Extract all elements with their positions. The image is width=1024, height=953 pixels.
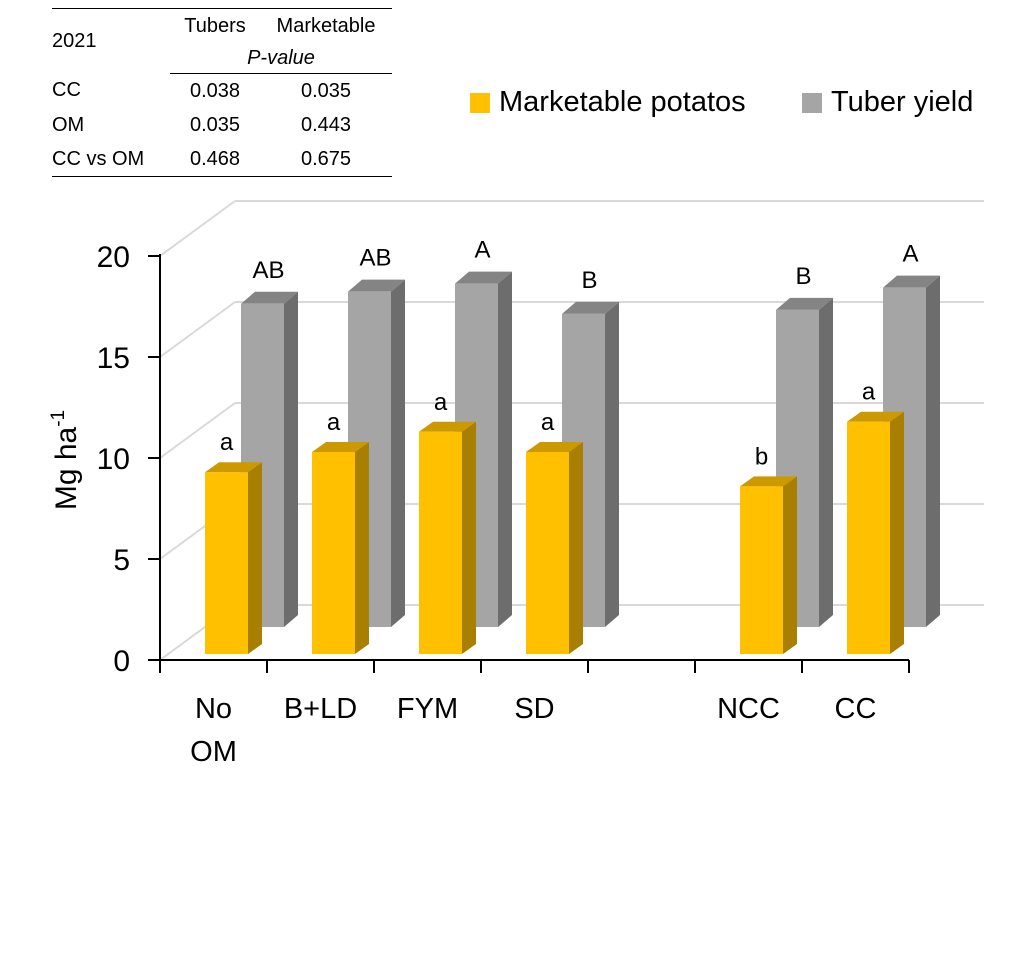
y-axis-title: Mg ha-1 (48, 410, 83, 510)
gridline-depth (159, 402, 236, 459)
data-label-tuber-yield: AB (359, 245, 391, 272)
data-label-tuber-yield: AB (252, 257, 284, 284)
y-tick-label: 10 (97, 443, 130, 476)
bar-tuber-yield-side (605, 301, 619, 627)
data-label-tuber-yield: B (795, 263, 811, 290)
bar-marketable-side (248, 462, 262, 654)
bar-tuber-yield-side (819, 297, 833, 627)
bar-marketable-side (783, 476, 797, 654)
y-tick-label: 5 (113, 544, 130, 577)
bar-tuber-yield-top (776, 297, 833, 310)
table-row: OM 0.035 0.443 (52, 108, 392, 142)
row-marketable-value: 0.035 (300, 79, 352, 102)
row-marketable-value: 0.443 (300, 113, 352, 136)
x-tick-label: SD (514, 693, 554, 725)
bar-marketable (205, 472, 248, 654)
legend-item-tuber-yield: Tuber yield (802, 86, 973, 119)
row-label: CC vs OM (52, 142, 170, 177)
row-tubers-value: 0.038 (189, 79, 241, 102)
bar-marketable-side (355, 442, 369, 654)
legend-label-tuber-yield: Tuber yield (831, 86, 974, 118)
gridline-depth (159, 200, 236, 257)
x-tick-label: CC (835, 693, 877, 725)
bar-marketable-top (847, 411, 904, 422)
row-label: OM (52, 113, 85, 136)
bar-tuber-yield-side (926, 275, 940, 627)
bar-tuber-yield-top (241, 291, 298, 304)
legend-swatch-tuber-yield (802, 92, 822, 113)
data-label-marketable: a (862, 379, 876, 406)
legend-item-marketable: Marketable potatos (470, 86, 746, 119)
bar-tuber-yield-side (284, 291, 298, 627)
x-tick-label: FYM (397, 693, 458, 725)
y-tick-label: 0 (113, 645, 130, 678)
legend-label-marketable: Marketable potatos (499, 86, 746, 118)
bar-marketable-top (419, 421, 476, 432)
bar-marketable (740, 486, 783, 654)
data-label-marketable: b (755, 443, 768, 470)
bar-marketable-side (569, 442, 583, 654)
bar-tuber-yield-side (391, 279, 405, 627)
data-label-marketable: a (220, 429, 234, 456)
x-tick-label: NCC (717, 693, 780, 725)
bar-tuber-yield-side (498, 271, 512, 627)
bar-marketable-top (312, 442, 369, 452)
data-label-tuber-yield: B (581, 267, 597, 294)
data-label-tuber-yield: A (902, 241, 918, 268)
bar-marketable (419, 431, 462, 654)
bar-marketable (526, 452, 569, 654)
bar-marketable-side (462, 421, 476, 654)
table-header-marketable: Marketable (260, 8, 392, 43)
row-tubers-value: 0.035 (189, 113, 241, 136)
x-tick-label: OM (190, 736, 237, 768)
table-row: CC vs OM 0.468 0.675 (52, 142, 392, 177)
y-tick-label: 20 (97, 241, 130, 274)
x-tick-label: No (195, 693, 232, 725)
data-label-marketable: a (327, 409, 341, 436)
x-tick-label: B+LD (284, 693, 357, 725)
p-value-table: 2021 Tubers Marketable P-value CC 0.038 … (52, 8, 392, 177)
bar-marketable (847, 421, 890, 654)
bar-marketable-top (526, 442, 583, 452)
data-label-marketable: a (434, 389, 448, 416)
table-subheader: P-value (170, 43, 392, 74)
bar-tuber-yield-top (883, 275, 940, 288)
bar-tuber-yield-top (455, 271, 512, 284)
data-label-marketable: a (541, 409, 555, 436)
legend-swatch-marketable (470, 92, 490, 113)
bar-marketable (312, 452, 355, 654)
gridline-depth (159, 301, 236, 358)
row-label: CC (52, 79, 81, 102)
y-axis-title-superscript: -1 (48, 410, 69, 427)
y-axis-title-text: Mg ha (50, 426, 83, 510)
bar-marketable-side (890, 411, 904, 654)
table-header-tubers: Tubers (170, 8, 260, 43)
bar-marketable-top (205, 462, 262, 473)
data-label-tuber-yield: A (474, 237, 490, 264)
y-tick-label: 15 (97, 342, 130, 375)
row-tubers-value: 0.468 (170, 142, 260, 177)
table-year: 2021 (52, 8, 170, 74)
table-row: CC 0.038 0.035 (52, 74, 392, 109)
bar-tuber-yield-top (562, 301, 619, 314)
bar-tuber-yield-top (348, 279, 405, 292)
row-marketable-value: 0.675 (260, 142, 392, 177)
bar-marketable-top (740, 476, 797, 487)
